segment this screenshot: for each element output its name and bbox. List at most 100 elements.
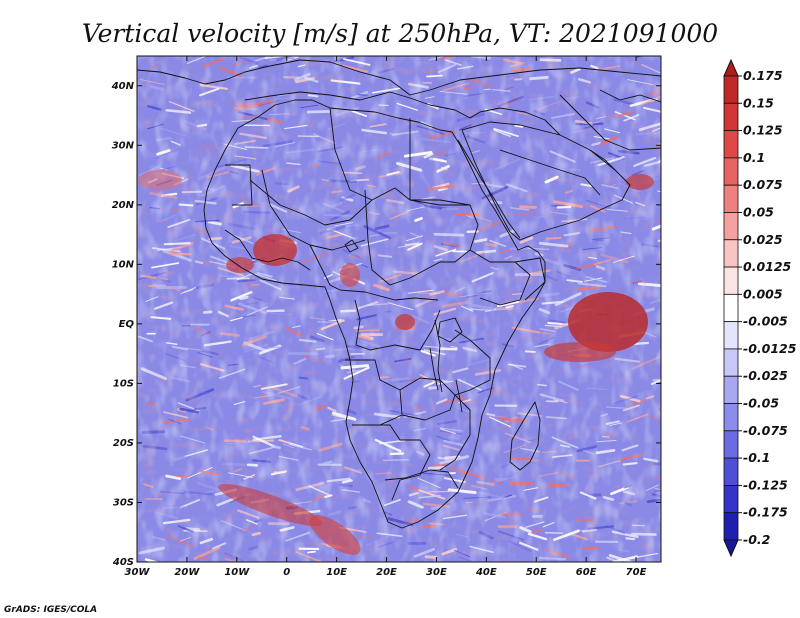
border-saudi: [499, 149, 601, 196]
lake-chad: [344, 239, 359, 253]
updraft-patch-indian-ocean: [568, 292, 648, 352]
x-tick-label: 20E: [376, 567, 397, 578]
colorbar-box: [723, 485, 739, 514]
updraft-patch-arabia: [626, 174, 654, 190]
colorbar-label: -0.1: [743, 450, 770, 465]
colorbar-box: [723, 157, 739, 186]
updraft-patch-west-africa-2: [226, 257, 254, 273]
x-tick-label: 10W: [224, 567, 250, 578]
x-tick-label: 0: [283, 567, 290, 578]
updraft-patch-south-atlantic: [218, 483, 322, 527]
colorbar-label: -0.2: [743, 532, 770, 547]
colorbar-box: [723, 266, 739, 295]
colorbar-box: [723, 430, 739, 459]
colorbar-label: -0.025: [743, 368, 788, 383]
updraft-patches: [138, 170, 654, 555]
lake-tanganyika: [429, 347, 439, 391]
border-namibia-botswana: [352, 424, 431, 501]
lake-victoria: [437, 317, 463, 343]
x-tick-label: 30W: [125, 567, 151, 578]
x-axis: 30W 20W 10W 0 10E 20E 30E 40E 50E 60E 70E: [125, 56, 647, 578]
plot-area: [137, 56, 661, 562]
y-tick-label: 10S: [113, 378, 134, 389]
colorbar-box: [723, 75, 739, 104]
grads-credit: GrADS: IGES/COLA: [4, 605, 97, 615]
y-tick-label: 10N: [112, 259, 135, 270]
red-sea-coast: [457, 139, 521, 239]
y-tick-label: 30S: [113, 497, 134, 508]
colorbar-box: [723, 184, 739, 213]
y-tick-label: EQ: [119, 319, 135, 330]
caspian-persia-coast: [599, 89, 661, 103]
y-tick-label: 20S: [113, 438, 134, 449]
border-mozambique: [439, 394, 471, 471]
colorbar-label: 0.1: [743, 150, 765, 165]
border-iran: [559, 94, 661, 151]
velocity-streak: [659, 408, 661, 411]
colorbar-box: [723, 375, 739, 404]
updraft-patch-chad: [340, 263, 360, 287]
colorbar-label: 0.15: [743, 95, 774, 110]
border-somalia: [514, 257, 546, 301]
border-algeria-libya: [329, 107, 373, 201]
colorbar-box: [723, 212, 739, 241]
border-sudan: [410, 199, 479, 263]
updraft-patch-atlantic: [138, 170, 182, 190]
colorbar-label: -0.0125: [743, 341, 797, 356]
colorbar-box: [723, 239, 739, 268]
colorbar-label: -0.05: [743, 396, 779, 411]
persian-gulf-coast: [589, 149, 616, 171]
border-sahel-line: [249, 179, 470, 226]
x-tick-label: 10E: [326, 567, 347, 578]
colorbar-label: -0.175: [743, 505, 788, 520]
x-tick-label: 20W: [174, 567, 200, 578]
updraft-patch-central-africa: [395, 314, 415, 330]
border-mauritania: [225, 164, 253, 206]
y-tick-label: 30N: [112, 140, 135, 151]
colorbar-label: 0.125: [743, 123, 783, 138]
mediterranean-coast: [244, 91, 471, 119]
colorbar-box: [723, 321, 739, 350]
border-nigeria-cameroon: [309, 244, 341, 291]
colorbar-box: [723, 457, 739, 486]
colorbar-box: [723, 512, 739, 541]
coastlines-and-borders: [137, 59, 661, 529]
colorbar-label: -0.005: [743, 314, 788, 329]
border-south-africa: [384, 469, 459, 489]
colorbar-box: [723, 130, 739, 159]
colorbar-box: [723, 293, 739, 323]
y-axis: 40N 30N 20N 10N EQ 10S 20S 30S 40S: [111, 81, 661, 568]
colorbar-label: 0.175: [743, 68, 783, 83]
border-chad-sudan: [364, 189, 441, 286]
y-tick-label: 40N: [111, 81, 135, 92]
x-tick-label: 30E: [426, 567, 447, 578]
colorbar-box: [723, 403, 739, 432]
velocity-streak: [657, 257, 661, 260]
colorbar-label: -0.075: [743, 423, 788, 438]
border-car-drc: [339, 289, 439, 301]
y-tick-label: 40S: [112, 557, 134, 568]
colorbar-box: [723, 102, 739, 131]
colorbar-label: 0.0125: [743, 259, 792, 274]
x-tick-label: 40E: [475, 567, 497, 578]
map-title: Vertical velocity [m/s] at 250hPa, VT: 2…: [82, 19, 718, 48]
colorbar-bottom-arrow: [723, 539, 739, 558]
africa-coastline: [203, 99, 546, 529]
x-tick-label: 50E: [526, 567, 547, 578]
velocity-streak: [658, 407, 661, 411]
x-tick-label: 60E: [576, 567, 597, 578]
colorbar-box: [723, 348, 739, 377]
colorbar-label: 0.025: [743, 232, 783, 247]
colorbar-label: -0.125: [743, 477, 788, 492]
colorbar: 0.175 0.15 0.125 0.1 0.075 0.05 0.025 0.0125 0.0…: [723, 58, 797, 558]
lake-malawi: [455, 379, 463, 413]
colorbar-label: 0.075: [743, 177, 783, 192]
border-middle-east: [469, 107, 561, 136]
border-great-lakes: [434, 319, 443, 393]
border-ethiopia: [469, 249, 531, 306]
border-congo-drc: [354, 299, 441, 351]
europe-coast: [137, 59, 661, 96]
plot-frame: [136, 55, 662, 563]
updraft-patch-south-atlantic-2: [309, 515, 361, 555]
